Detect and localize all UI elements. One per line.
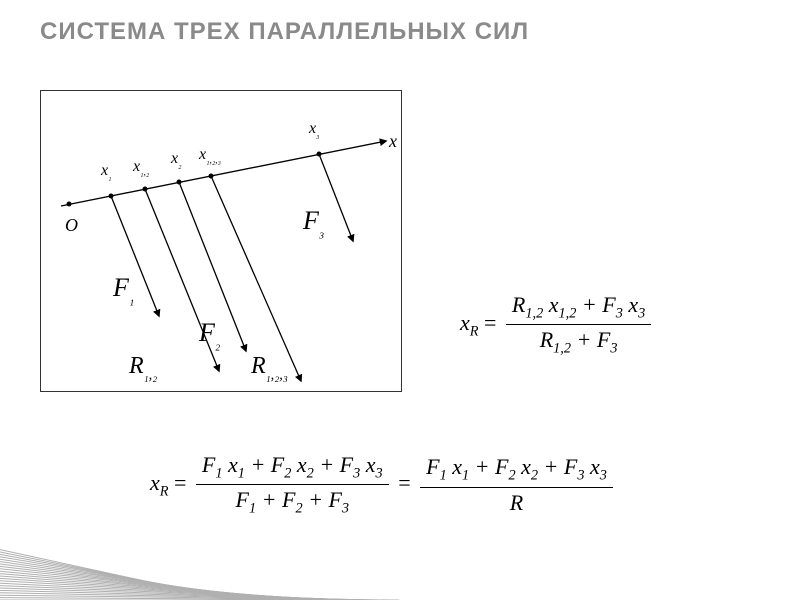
svg-text:x₁,₂,₃: x₁,₂,₃	[198, 146, 221, 166]
formula2-num1: F1 x1 + F2 x2 + F3 x3	[202, 452, 383, 477]
formula2-den2: R	[510, 490, 523, 515]
var-x2: x	[150, 470, 160, 495]
diagram-container: xOx₁x₁,₂x₂x₁,₂,₃x₃F₁F₂F₃R₁,₂R₁,₂,₃	[40, 90, 402, 392]
svg-text:x₂: x₂	[170, 150, 182, 170]
svg-text:x: x	[388, 131, 397, 151]
formula2-den1: F1 + F2 + F3	[236, 487, 350, 512]
svg-text:R₁,₂: R₁,₂	[128, 353, 157, 383]
force-diagram: xOx₁x₁,₂x₂x₁,₂,₃x₃F₁F₂F₃R₁,₂R₁,₂,₃	[41, 91, 401, 391]
formula1-num: R1,2 x1,2 + F3 x3	[512, 292, 645, 317]
formula-xr-final: xR = F1 x1 + F2 x2 + F3 x3 F1 + F2 + F3 …	[150, 450, 617, 520]
svg-text:x₃: x₃	[308, 120, 319, 140]
formula-xr-intermediate: xR = R1,2 x1,2 + F3 x3 R1,2 + F3	[460, 290, 655, 360]
sub-R: R	[470, 323, 479, 339]
svg-text:F₃: F₃	[302, 206, 324, 240]
sub-R2: R	[160, 483, 169, 499]
svg-text:R₁,₂,₃: R₁,₂,₃	[250, 353, 288, 383]
page-title: СИСТЕМА ТРЕХ ПАРАЛЛЕЛЬНЫХ СИЛ	[40, 18, 529, 46]
svg-text:x₁,₂: x₁,₂	[132, 158, 150, 178]
var-x: x	[460, 310, 470, 335]
svg-text:x₁: x₁	[100, 162, 111, 182]
svg-text:F₁: F₁	[112, 273, 134, 307]
formula2-num2: F1 x1 + F2 x2 + F3 x3	[426, 454, 607, 479]
formula1-den: R1,2 + F3	[540, 327, 618, 352]
svg-text:O: O	[65, 215, 78, 235]
